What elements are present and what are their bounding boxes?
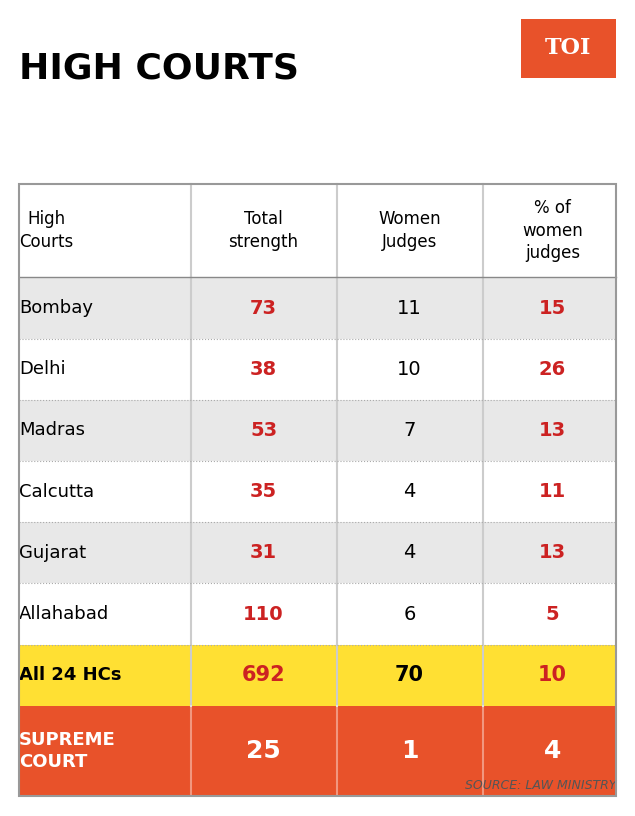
Text: Women
Judges: Women Judges bbox=[378, 211, 441, 251]
Bar bbox=[19, 277, 616, 339]
Bar bbox=[19, 184, 616, 277]
Bar bbox=[19, 339, 616, 400]
Bar bbox=[19, 184, 616, 796]
Text: Total
strength: Total strength bbox=[229, 211, 298, 251]
Text: 11: 11 bbox=[539, 482, 566, 501]
Text: Calcutta: Calcutta bbox=[19, 482, 94, 501]
Text: 10: 10 bbox=[398, 360, 422, 379]
Text: 38: 38 bbox=[250, 360, 277, 379]
Bar bbox=[19, 706, 616, 796]
Bar bbox=[19, 645, 616, 706]
Text: Delhi: Delhi bbox=[19, 360, 65, 379]
Bar bbox=[19, 583, 616, 645]
Text: 692: 692 bbox=[242, 665, 285, 685]
Text: 13: 13 bbox=[539, 543, 566, 562]
Text: 35: 35 bbox=[250, 482, 277, 501]
Text: SOURCE: LAW MINISTRY: SOURCE: LAW MINISTRY bbox=[465, 778, 616, 792]
Text: Bombay: Bombay bbox=[19, 299, 93, 317]
Bar bbox=[19, 522, 616, 583]
Text: 70: 70 bbox=[395, 665, 424, 685]
Text: Madras: Madras bbox=[19, 421, 85, 440]
Text: All 24 HCs: All 24 HCs bbox=[19, 666, 121, 685]
Text: 4: 4 bbox=[544, 738, 561, 763]
Text: Gujarat: Gujarat bbox=[19, 543, 86, 562]
Text: 25: 25 bbox=[246, 738, 281, 763]
Text: 73: 73 bbox=[250, 299, 277, 317]
Text: 15: 15 bbox=[539, 299, 566, 317]
Text: HIGH COURTS: HIGH COURTS bbox=[19, 51, 299, 86]
Text: TOI: TOI bbox=[545, 38, 592, 59]
Text: 110: 110 bbox=[243, 605, 284, 623]
Text: 4: 4 bbox=[403, 482, 416, 501]
Text: 31: 31 bbox=[250, 543, 277, 562]
Text: 13: 13 bbox=[539, 421, 566, 440]
Text: 10: 10 bbox=[538, 665, 567, 685]
Text: 6: 6 bbox=[403, 605, 416, 623]
Bar bbox=[19, 461, 616, 522]
Text: 26: 26 bbox=[539, 360, 566, 379]
Text: 5: 5 bbox=[545, 605, 559, 623]
Text: High
Courts: High Courts bbox=[19, 211, 73, 251]
Text: 1: 1 bbox=[401, 738, 418, 763]
Text: % of
women
judges: % of women judges bbox=[522, 199, 583, 262]
Bar bbox=[521, 19, 616, 78]
Text: Allahabad: Allahabad bbox=[19, 605, 109, 623]
Text: 53: 53 bbox=[250, 421, 277, 440]
Text: 11: 11 bbox=[398, 299, 422, 317]
Text: 7: 7 bbox=[403, 421, 416, 440]
Text: 4: 4 bbox=[403, 543, 416, 562]
Bar bbox=[19, 400, 616, 461]
Text: SUPREME
COURT: SUPREME COURT bbox=[19, 730, 116, 771]
